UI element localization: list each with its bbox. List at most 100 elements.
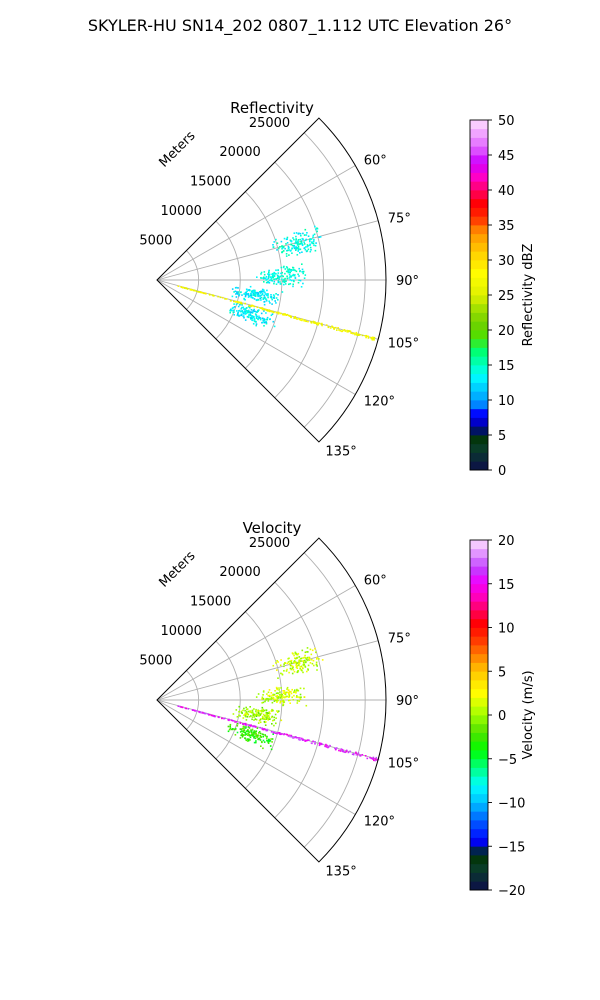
echo-gate [257, 738, 260, 741]
echo-gate [303, 319, 305, 322]
echo-gate [257, 310, 259, 313]
echo-gate [249, 313, 252, 315]
echo-gate [349, 330, 352, 333]
echo-gate [291, 696, 293, 699]
echo-gate [245, 312, 248, 314]
echo-gate [285, 238, 288, 241]
echo-gate [273, 280, 276, 283]
echo-gate [276, 688, 278, 691]
echo-gate [303, 247, 305, 250]
echo-gate [244, 709, 246, 712]
echo-gate [307, 235, 310, 237]
echo-gate [311, 662, 314, 665]
echo-gate [263, 741, 266, 743]
echo-gate [246, 716, 249, 718]
echo-gate [177, 285, 180, 287]
echo-gate [277, 275, 279, 277]
colorbar-tick-label: 15 [498, 578, 515, 593]
echo-gate [278, 696, 280, 698]
echo-gate [253, 719, 255, 721]
echo-gate [269, 739, 272, 742]
echo-gate [283, 265, 285, 268]
echo-gate [357, 752, 360, 754]
echo-gate [249, 706, 251, 708]
echo-gate [325, 324, 328, 326]
echo-gate [293, 654, 295, 657]
echo-gate [302, 657, 304, 659]
echo-gate [299, 658, 302, 660]
echo-gate [355, 752, 357, 755]
echo-gate [289, 279, 291, 281]
echo-gate [197, 291, 199, 293]
echo-gate [259, 307, 261, 309]
echo-gate [298, 248, 300, 251]
echo-gate [241, 727, 244, 730]
echo-gate [279, 691, 281, 693]
colorbar-tick-label: 30 [498, 254, 515, 269]
echo-gate [295, 666, 298, 669]
colorbar-segment [470, 233, 488, 243]
echo-gate [194, 710, 196, 712]
echo-gate [306, 250, 309, 252]
echo-gate [283, 663, 285, 665]
echo-gate [242, 717, 245, 719]
echo-gate [281, 245, 283, 247]
colorbar-segment [470, 373, 488, 383]
echo-gate [288, 273, 291, 276]
echo-gate [261, 317, 264, 320]
echo-gate [283, 283, 285, 286]
echo-gate [297, 738, 300, 741]
echo-gate [303, 661, 305, 664]
colorbar-segment [470, 207, 488, 217]
echo-gate [239, 728, 242, 730]
echo-gate [254, 313, 257, 315]
echo-gate [180, 286, 183, 289]
echo-gate [271, 313, 274, 315]
echo-gate [291, 252, 293, 254]
echo-gate [274, 713, 277, 716]
range-tick-label: 5000 [139, 234, 172, 249]
echo-gate [303, 241, 305, 243]
colorbar-segment [470, 575, 488, 585]
echo-gate [243, 722, 246, 725]
echo-gate [281, 274, 283, 277]
echo-gate [251, 290, 253, 292]
echo-gate [267, 718, 269, 720]
echo-gate [288, 662, 291, 665]
echo-gate [266, 729, 269, 732]
echo-gate [290, 734, 293, 737]
echo-gate [253, 319, 256, 321]
echo-gate [271, 697, 274, 700]
echo-gate [297, 689, 300, 692]
echo-gate [263, 294, 265, 297]
echo-gate [318, 744, 321, 747]
echo-gate [193, 709, 195, 712]
echo-gate [205, 292, 207, 295]
echo-gate [277, 677, 279, 679]
colorbar-segment [470, 863, 488, 873]
echo-gate [255, 708, 257, 711]
echo-gate [245, 733, 247, 735]
echo-gate [259, 710, 261, 712]
echo-gate [249, 289, 251, 292]
echo-gate [364, 755, 367, 757]
echo-gate [236, 725, 239, 727]
echo-gate [261, 696, 264, 699]
echo-gate [246, 290, 248, 292]
echo-gate [318, 742, 321, 744]
echo-gate [240, 728, 243, 730]
echo-gate [253, 737, 256, 739]
echo-gate [270, 276, 272, 278]
echo-gate [290, 660, 292, 663]
colorbar-tick-label: 20 [498, 534, 515, 549]
echo-gate [237, 311, 239, 314]
echo-gate [248, 311, 250, 314]
echo-gate [263, 709, 265, 712]
echo-gate [266, 728, 269, 731]
echo-gate [292, 737, 294, 739]
echo-gate [247, 728, 249, 731]
echo-gate [300, 240, 303, 242]
colorbar-segment [470, 671, 488, 681]
echo-gate [280, 695, 283, 698]
echo-gate [253, 733, 256, 735]
